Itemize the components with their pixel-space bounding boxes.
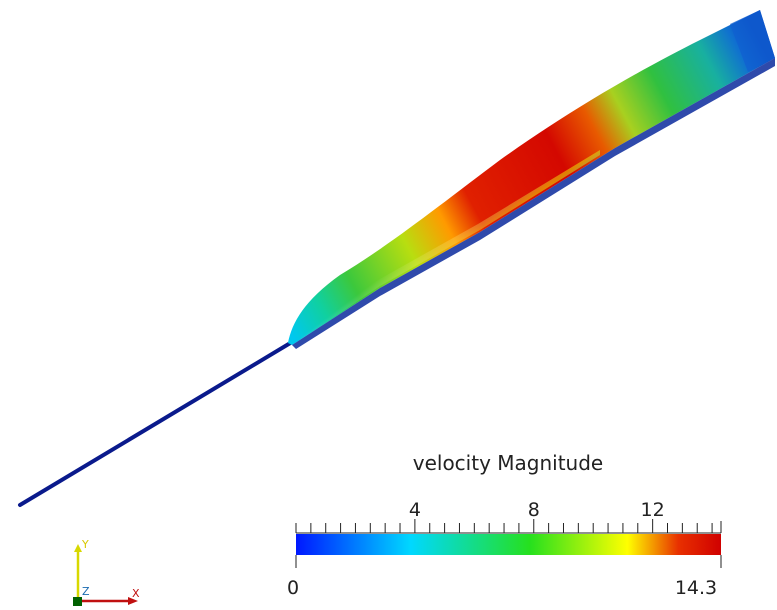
legend-tick-labels: 4 8 12 <box>409 499 665 521</box>
y-axis-label: Y <box>81 538 89 551</box>
z-axis-label: Z <box>82 585 90 598</box>
legend-tick-label: 4 <box>409 499 421 521</box>
flow-field-surface[interactable] <box>288 10 775 349</box>
orientation-axes[interactable]: Y X Z <box>73 538 140 606</box>
legend-max-label: 14.3 <box>675 577 717 599</box>
legend-color-bar <box>296 534 721 555</box>
legend-ticks <box>295 519 722 568</box>
legend-min-label: 0 <box>287 577 299 599</box>
legend-tick-label: 12 <box>641 499 665 521</box>
z-axis-marker <box>73 597 82 606</box>
inflow-line <box>18 340 294 507</box>
legend-tick-label: 8 <box>528 499 540 521</box>
y-axis-arrow <box>74 544 82 552</box>
color-legend[interactable]: velocity Magnitude 4 8 12 0 14.3 <box>287 451 722 599</box>
x-axis-label: X <box>132 587 140 600</box>
x-axis-arrow <box>128 597 138 605</box>
legend-title: velocity Magnitude <box>413 451 603 475</box>
